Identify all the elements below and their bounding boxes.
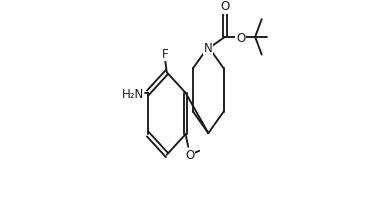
Text: N: N [204, 42, 213, 55]
Text: O: O [236, 32, 245, 45]
Text: O: O [185, 149, 194, 162]
Text: H₂N: H₂N [122, 88, 144, 101]
Text: F: F [162, 48, 168, 61]
Text: O: O [220, 0, 230, 13]
